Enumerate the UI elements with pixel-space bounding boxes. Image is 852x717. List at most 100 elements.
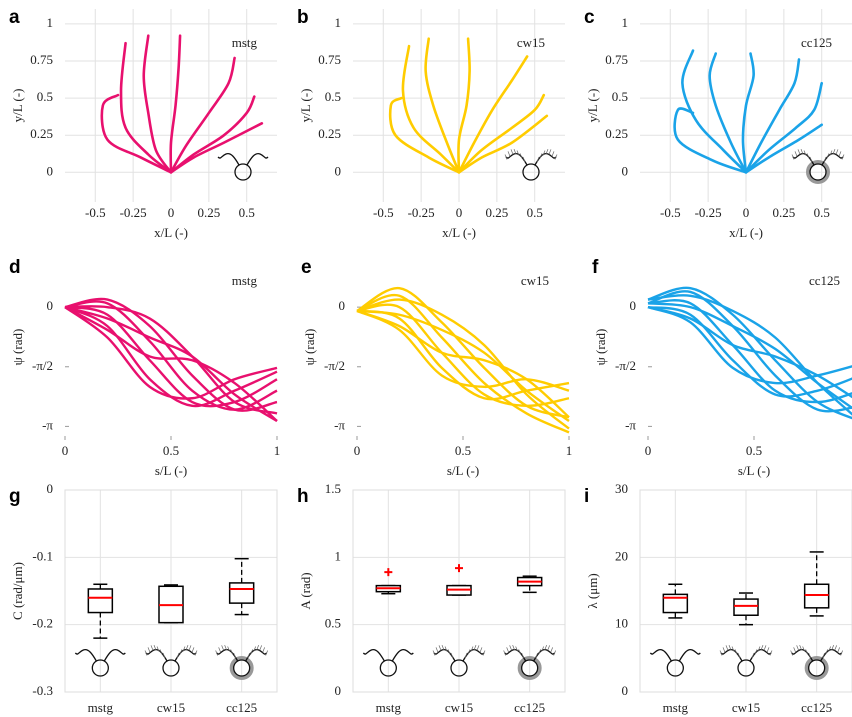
- x-tick-label: cw15: [157, 700, 185, 715]
- panel-letter: i: [584, 486, 589, 507]
- curve: [65, 301, 277, 409]
- y-tick-label: 20: [615, 548, 628, 563]
- y-tick-label: 0: [335, 683, 342, 698]
- curve: [357, 295, 569, 432]
- x-tick-label: cc125: [226, 700, 257, 715]
- y-tick-label: -π: [42, 417, 53, 432]
- y-tick-label: -0.3: [32, 683, 53, 698]
- y-tick-label: -π: [625, 417, 636, 432]
- icon-arm: [392, 650, 413, 661]
- y-tick-label: 0.5: [612, 89, 628, 104]
- y-tick-label: 0.75: [318, 52, 341, 67]
- icon-hair: [764, 645, 766, 650]
- y-tick-label: -π/2: [32, 358, 53, 373]
- y-axis-label: y/L (-): [585, 89, 600, 123]
- icon-arm: [104, 650, 125, 661]
- box: [230, 583, 254, 603]
- x-tick-label: 0.5: [746, 443, 762, 458]
- curve: [459, 95, 544, 172]
- x-axis-label: x/L (-): [154, 225, 188, 240]
- y-axis-label: y/L (-): [298, 89, 313, 123]
- worm-icon: [218, 154, 268, 180]
- y-axis-label: C (rad/μm): [10, 562, 25, 620]
- x-tick-label: -0.25: [120, 205, 147, 220]
- panel-letter: a: [9, 7, 20, 28]
- y-tick-label: -0.1: [32, 548, 53, 563]
- icon-hair: [436, 647, 438, 652]
- icon-hair: [549, 149, 551, 154]
- panel-letter: b: [297, 7, 309, 28]
- x-tick-label: cc125: [514, 700, 545, 715]
- icon-hair: [219, 647, 221, 652]
- icon-hair: [148, 647, 150, 652]
- x-tick-label: 0: [645, 443, 652, 458]
- panel-letter: g: [9, 486, 21, 507]
- y-tick-label: 0: [622, 683, 629, 698]
- icon-hair: [508, 151, 510, 156]
- icon-arm: [363, 650, 384, 661]
- box: [805, 584, 829, 608]
- x-tick-label: -0.5: [660, 205, 681, 220]
- worm-icon: [505, 149, 557, 180]
- x-tick-label: 0.5: [455, 443, 471, 458]
- x-axis-label: s/L (-): [738, 463, 770, 478]
- x-tick-label: 0: [456, 205, 463, 220]
- icon-arm: [218, 154, 239, 165]
- x-tick-label: cw15: [732, 700, 760, 715]
- panel-letter: h: [297, 486, 309, 507]
- icon-hair: [151, 645, 153, 650]
- y-tick-label: 0: [622, 163, 629, 178]
- icon-hair: [797, 645, 799, 650]
- curve: [426, 39, 459, 173]
- x-tick-label: 1: [566, 443, 573, 458]
- y-tick-label: 0.5: [325, 89, 341, 104]
- x-tick-label: 0.5: [163, 443, 179, 458]
- figure: a 0 0.25 0.5 0.75 1 -0.5 -0.25 0 0.25 0.5 x/L (-) y/…: [0, 0, 852, 717]
- y-tick-label: -π/2: [615, 358, 636, 373]
- icon-hair: [836, 149, 838, 154]
- y-tick-label: 0.5: [325, 616, 341, 631]
- icon-hair: [477, 645, 479, 650]
- y-tick-label: 1: [622, 15, 629, 30]
- curve: [144, 36, 171, 173]
- icon-hair: [794, 647, 796, 652]
- y-tick-label: 0.25: [318, 126, 341, 141]
- icon-hair: [839, 151, 841, 156]
- y-tick-label: 0: [47, 163, 54, 178]
- x-tick-label: -0.25: [695, 205, 722, 220]
- y-tick-label: 0: [47, 481, 54, 496]
- icon-hair: [439, 645, 441, 650]
- x-tick-label: mstg: [663, 700, 689, 715]
- y-tick-label: 1: [335, 15, 342, 30]
- x-tick-label: 0: [168, 205, 175, 220]
- icon-hair: [480, 647, 482, 652]
- icon-hair: [835, 645, 837, 650]
- panel-letter: c: [584, 7, 595, 28]
- worm-icon: [792, 149, 844, 182]
- y-tick-label: 0.75: [30, 52, 53, 67]
- y-tick-label: 0.5: [37, 89, 53, 104]
- x-tick-label: 0.5: [527, 205, 543, 220]
- x-tick-label: -0.25: [408, 205, 435, 220]
- x-tick-label: 0.5: [814, 205, 830, 220]
- y-tick-label: 0.75: [605, 52, 628, 67]
- curve: [65, 307, 277, 421]
- x-axis-label: s/L (-): [447, 463, 479, 478]
- icon-arm: [75, 650, 96, 661]
- panel-letter: d: [9, 257, 21, 278]
- x-tick-label: mstg: [376, 700, 402, 715]
- x-tick-label: 1: [274, 443, 281, 458]
- x-tick-label: mstg: [88, 700, 114, 715]
- y-tick-label: 0: [630, 298, 637, 313]
- x-tick-label: 0.25: [772, 205, 795, 220]
- icon-arm: [679, 650, 700, 661]
- y-tick-label: -π/2: [324, 358, 345, 373]
- page: {"chart_data":[ {"panel":"a","type":"cur…: [0, 0, 852, 717]
- x-tick-label: -0.5: [85, 205, 106, 220]
- y-tick-label: 1.5: [325, 481, 341, 496]
- y-axis-label: ψ (rad): [10, 329, 25, 366]
- icon-hair: [723, 647, 725, 652]
- annotation: cc125: [809, 273, 840, 288]
- y-tick-label: -π: [334, 417, 345, 432]
- y-tick-label: 0.25: [30, 126, 53, 141]
